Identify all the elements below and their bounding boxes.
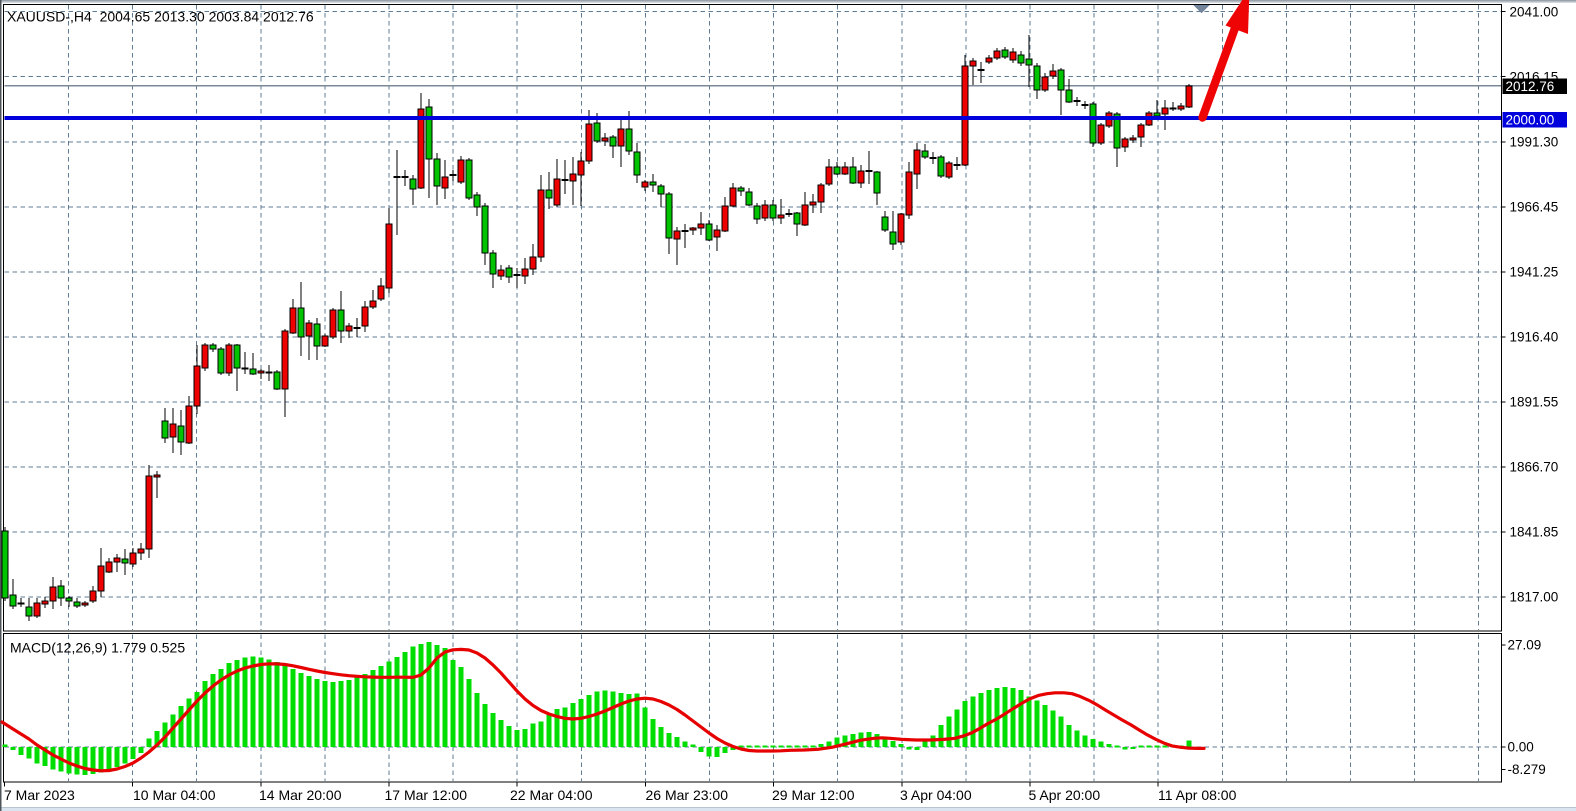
svg-text:3 Apr 04:00: 3 Apr 04:00: [900, 787, 972, 803]
svg-text:1841.85: 1841.85: [1510, 525, 1559, 540]
svg-text:1866.70: 1866.70: [1510, 460, 1559, 475]
svg-text:MACD(12,26,9) 1.779 0.525: MACD(12,26,9) 1.779 0.525: [10, 640, 185, 656]
svg-text:27.09: 27.09: [1508, 638, 1542, 653]
svg-text:0.00: 0.00: [1508, 740, 1534, 755]
svg-text:1891.55: 1891.55: [1510, 395, 1559, 410]
svg-text:22 Mar 04:00: 22 Mar 04:00: [510, 787, 593, 803]
svg-text:29 Mar 12:00: 29 Mar 12:00: [772, 787, 855, 803]
svg-text:2041.00: 2041.00: [1510, 4, 1559, 19]
svg-text:2012.76: 2012.76: [1506, 79, 1555, 94]
svg-text:1991.30: 1991.30: [1510, 134, 1559, 149]
svg-text:-8.279: -8.279: [1508, 762, 1546, 777]
svg-text:1941.25: 1941.25: [1510, 265, 1559, 280]
svg-text:11 Apr 08:00: 11 Apr 08:00: [1158, 787, 1237, 803]
svg-text:17 Mar 12:00: 17 Mar 12:00: [385, 787, 468, 803]
svg-text:26 Mar 23:00: 26 Mar 23:00: [646, 787, 729, 803]
svg-text:1817.00: 1817.00: [1510, 590, 1559, 605]
svg-text:7 Mar 2023: 7 Mar 2023: [4, 787, 75, 803]
svg-text:1916.40: 1916.40: [1510, 330, 1559, 345]
svg-text:14 Mar 20:00: 14 Mar 20:00: [259, 787, 342, 803]
svg-text:5 Apr 20:00: 5 Apr 20:00: [1029, 787, 1101, 803]
svg-text:2000.00: 2000.00: [1506, 112, 1555, 127]
svg-text:1966.45: 1966.45: [1510, 199, 1559, 214]
svg-text:XAUUSD-,H4 2004.65 2013.30 20: XAUUSD-,H4 2004.65 2013.30 2003.84 2012.…: [7, 9, 314, 25]
svg-text:10 Mar 04:00: 10 Mar 04:00: [133, 787, 216, 803]
